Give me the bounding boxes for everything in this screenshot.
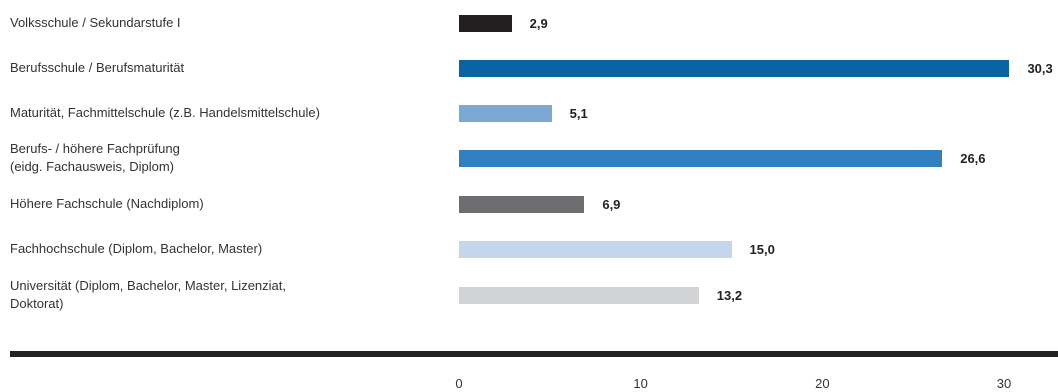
x-axis-line	[10, 351, 1058, 357]
bar	[459, 59, 1010, 77]
category-label: Volksschule / Sekundarstufe I	[10, 15, 181, 30]
bar	[459, 286, 699, 304]
value-label: 30,3	[1027, 60, 1053, 76]
category-label: Berufsschule / Berufsmaturität	[10, 60, 185, 75]
value-label: 26,6	[960, 150, 986, 166]
category-label: Universität (Diplom, Bachelor, Master, L…	[10, 278, 286, 311]
bar	[459, 240, 732, 258]
value-label: 13,2	[716, 287, 743, 303]
bar	[459, 149, 943, 167]
category-label: Maturität, Fachmittelschule (z.B. Handel…	[10, 105, 320, 120]
x-tick-label: 0	[455, 376, 463, 391]
value-label: 6,9	[602, 196, 621, 212]
x-tick-label: 30	[996, 376, 1012, 391]
category-label: Berufs- / höhere Fachprüfung (eidg. Fach…	[10, 141, 180, 174]
x-tick-label: 20	[815, 376, 830, 391]
x-tick-label: 10	[633, 376, 648, 391]
category-label: Fachhochschule (Diplom, Bachelor, Master…	[10, 241, 263, 256]
category-label: Höhere Fachschule (Nachdiplom)	[10, 196, 204, 211]
bar	[459, 195, 585, 213]
value-label: 2,9	[529, 15, 548, 31]
value-label: 5,1	[569, 105, 588, 121]
bar	[459, 14, 512, 32]
bar	[459, 104, 552, 122]
value-label: 15,0	[749, 241, 775, 257]
